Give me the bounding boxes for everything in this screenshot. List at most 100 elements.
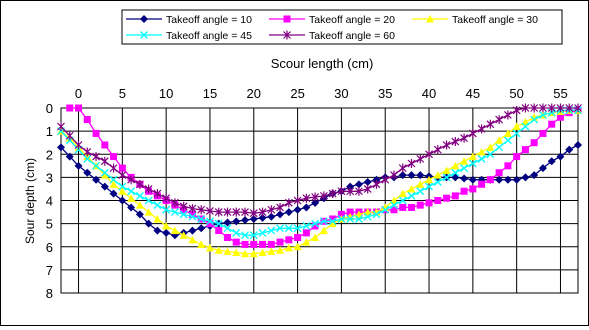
data-point	[512, 105, 521, 115]
legend-marker	[140, 15, 148, 23]
data-point	[503, 129, 512, 137]
data-point	[293, 224, 302, 233]
x-tick-label: 50	[509, 86, 523, 101]
data-point	[241, 207, 249, 217]
data-point	[486, 176, 494, 184]
data-point	[206, 217, 214, 226]
data-point	[434, 197, 442, 204]
data-point	[504, 162, 512, 170]
x-tick-label: 15	[203, 86, 217, 101]
data-point	[495, 143, 504, 152]
data-point	[390, 201, 398, 210]
data-point	[302, 193, 311, 203]
data-point	[170, 226, 179, 235]
data-point	[530, 139, 538, 147]
data-point	[443, 194, 451, 202]
data-point	[416, 180, 425, 188]
series-line	[60, 144, 579, 236]
data-point	[363, 208, 372, 216]
data-point	[241, 231, 249, 240]
data-point	[363, 184, 372, 194]
data-point	[249, 249, 258, 258]
data-point	[302, 238, 311, 246]
data-point	[398, 163, 407, 173]
data-point	[267, 205, 276, 215]
data-point	[249, 208, 258, 218]
data-point	[398, 196, 407, 205]
data-point	[407, 184, 416, 193]
data-point	[512, 175, 521, 184]
data-point	[118, 187, 127, 195]
data-point	[311, 233, 320, 241]
x-tick-label: 35	[378, 86, 392, 101]
y-tick-label: 4	[46, 194, 53, 209]
data-point	[267, 240, 275, 248]
data-point	[530, 103, 539, 113]
data-point	[118, 196, 127, 205]
data-point	[337, 215, 346, 223]
data-point	[284, 224, 293, 233]
data-point	[285, 236, 293, 244]
data-point	[276, 202, 284, 212]
data-point	[416, 154, 425, 164]
data-point	[311, 198, 320, 207]
x-tick-label: 40	[422, 86, 436, 101]
data-point	[267, 247, 276, 255]
data-point	[118, 170, 127, 180]
data-point	[258, 228, 267, 237]
data-point	[197, 205, 206, 215]
data-point	[162, 228, 171, 237]
data-point	[337, 186, 346, 196]
data-point	[372, 210, 381, 219]
data-point	[302, 203, 311, 212]
x-tick-label: 25	[290, 86, 304, 101]
data-point	[249, 215, 258, 223]
data-point	[276, 224, 285, 233]
data-point	[83, 116, 91, 124]
x-tick-labels: 0 5 10 15 20 25 30 35 40 45 50 55	[75, 86, 568, 101]
data-point	[346, 215, 355, 223]
data-point	[538, 164, 547, 173]
data-point	[503, 136, 512, 145]
data-point	[486, 143, 495, 151]
data-point	[284, 208, 293, 217]
data-point	[214, 219, 223, 228]
data-point	[390, 170, 398, 180]
data-point	[495, 169, 503, 177]
data-point	[372, 179, 381, 189]
series-takeoff-angle-10	[57, 141, 582, 240]
data-point	[337, 210, 345, 218]
data-point	[363, 178, 372, 186]
data-point	[223, 247, 232, 255]
x-tick-label: 30	[334, 86, 348, 101]
data-point	[381, 205, 390, 214]
data-point	[65, 131, 74, 141]
data-point	[179, 210, 188, 219]
data-point	[232, 228, 241, 237]
data-point	[460, 133, 469, 143]
data-point	[548, 120, 556, 128]
data-point	[469, 185, 477, 193]
data-point	[329, 215, 337, 223]
x-axis-title: Scour length (cm)	[271, 56, 374, 71]
data-point	[574, 141, 582, 149]
data-point	[92, 152, 100, 162]
y-tick-labels: 0 1 2 3 4 5 6 7 8	[46, 101, 53, 301]
data-point	[319, 226, 328, 235]
data-point	[188, 235, 197, 244]
data-point	[223, 224, 232, 233]
data-point	[311, 222, 319, 230]
data-point	[118, 164, 126, 172]
data-point	[153, 189, 162, 199]
data-point	[328, 217, 337, 226]
y-tick-label: 8	[46, 286, 53, 301]
data-point	[205, 243, 214, 252]
data-point	[433, 171, 442, 179]
data-point	[259, 240, 267, 248]
data-point	[565, 145, 574, 154]
data-point	[258, 248, 267, 257]
data-point	[381, 175, 390, 185]
data-point	[521, 117, 530, 126]
data-point	[109, 163, 118, 173]
scour-profile-chart: Takeoff angle = 10 Takeoff angle = 20 Take…	[23, 9, 582, 301]
